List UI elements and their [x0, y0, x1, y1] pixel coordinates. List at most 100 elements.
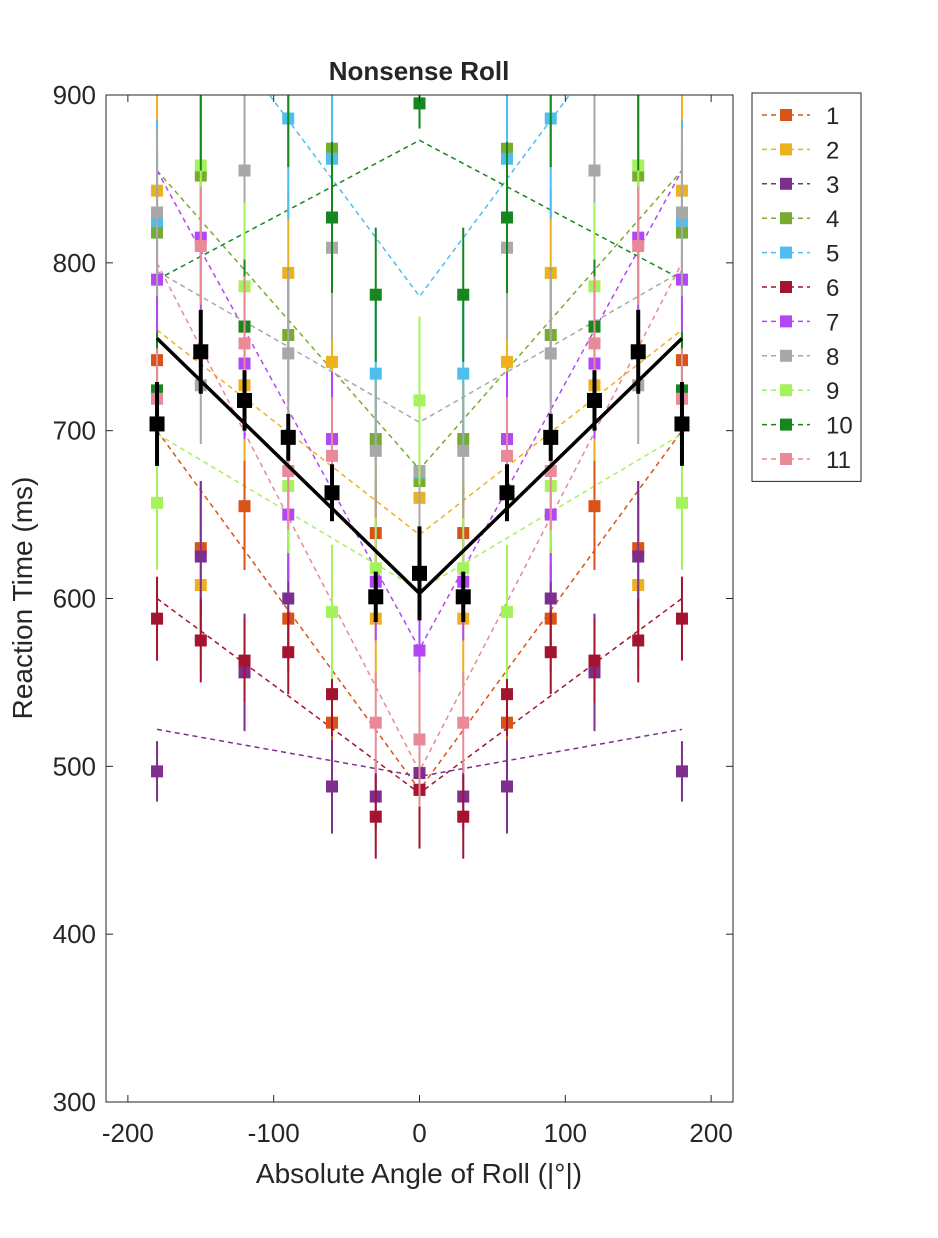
legend-entry-2: 2: [762, 137, 839, 164]
data-point: [675, 765, 688, 778]
data-point: [545, 77, 557, 89]
data-point: [194, 240, 207, 253]
data-point: [151, 765, 164, 778]
mean-data-point: [237, 392, 253, 408]
data-point: [282, 592, 295, 605]
data-point: [588, 654, 601, 667]
data-point: [457, 562, 470, 575]
data-point: [238, 500, 251, 513]
y-tick-label: 400: [53, 919, 96, 949]
legend-entry-1: 1: [762, 103, 839, 130]
data-point: [369, 716, 382, 729]
mean-series: [149, 309, 690, 622]
legend-entry-9: 9: [762, 378, 839, 405]
data-point: [457, 288, 470, 301]
x-tick-label: -100: [248, 1118, 300, 1148]
legend-label: 11: [826, 447, 851, 474]
x-axis-label: Absolute Angle of Roll (|°|): [256, 1158, 582, 1189]
y-axis-label: Reaction Time (ms): [7, 477, 38, 720]
data-point: [675, 612, 688, 625]
y-tick-label: 700: [53, 416, 96, 446]
legend-marker: [780, 143, 792, 156]
data-point: [500, 780, 513, 793]
x-tick-label: 100: [544, 1118, 587, 1148]
data-point: [326, 211, 339, 224]
data-point: [238, 164, 251, 177]
x-tick-label: 200: [689, 1118, 732, 1148]
y-tick-label: 500: [53, 751, 96, 781]
legend-label: 8: [826, 344, 839, 371]
mean-data-point: [280, 429, 296, 445]
plot-area: [149, 22, 690, 859]
axes: -200 -100 0 100 200 300 400 500 600 700 800 900: [53, 80, 734, 1148]
fit-line-series-10: [156, 139, 683, 281]
data-point: [413, 97, 426, 110]
data-point: [544, 347, 557, 360]
legend-entry-7: 7: [762, 309, 839, 336]
data-point: [632, 22, 644, 34]
legend-marker: [780, 109, 792, 121]
legend-entry-5: 5: [762, 241, 839, 268]
data-point: [151, 612, 164, 625]
legend-marker: [780, 281, 792, 293]
data-point: [457, 810, 470, 823]
data-point: [544, 646, 557, 659]
fit-line-series-5: [268, 95, 571, 298]
x-tick-label: -200: [102, 1118, 154, 1148]
x-tick-label: 0: [412, 1118, 426, 1148]
y-tick-label: 300: [53, 1087, 96, 1117]
data-point: [544, 592, 557, 605]
data-point: [282, 77, 294, 89]
data-point: [194, 634, 207, 647]
legend-label: 6: [826, 275, 839, 302]
legend-entry-3: 3: [762, 172, 839, 199]
legend-entry-8: 8: [762, 344, 839, 371]
legend-marker: [780, 384, 792, 397]
data-point: [500, 605, 513, 618]
mean-data-point: [324, 485, 340, 501]
legend-label: 2: [826, 137, 839, 164]
legend-marker: [780, 246, 792, 259]
data-point: [369, 562, 382, 575]
data-point: [632, 81, 644, 93]
data-point: [413, 644, 426, 657]
legend: 1 2 3 4 5 6 7 8 9 10 11: [751, 92, 862, 482]
legend-entry-4: 4: [762, 206, 839, 233]
mean-data-point: [499, 485, 515, 501]
data-point: [588, 164, 601, 177]
data-point: [413, 733, 426, 746]
legend-label: 7: [826, 309, 839, 336]
legend-label: 3: [826, 172, 839, 199]
data-point: [238, 654, 251, 667]
data-point: [238, 337, 251, 350]
data-point: [326, 355, 339, 368]
data-point: [675, 496, 688, 509]
data-point: [588, 39, 600, 51]
mean-data-point: [586, 392, 602, 408]
data-point: [151, 496, 164, 509]
data-point: [195, 81, 207, 93]
data-point: [239, 39, 251, 51]
data-point: [369, 810, 382, 823]
mean-data-point: [193, 344, 209, 360]
chart-title: Nonsense Roll: [329, 56, 510, 86]
data-point: [194, 550, 207, 563]
mean-data-point: [368, 589, 384, 605]
y-tick-label: 600: [53, 584, 96, 614]
legend-label: 5: [826, 241, 839, 268]
data-point: [632, 550, 645, 563]
data-point: [369, 367, 382, 380]
legend-box: [751, 92, 862, 482]
legend-label: 1: [826, 103, 839, 130]
data-point: [500, 449, 513, 462]
data-point: [457, 716, 470, 729]
data-point: [413, 394, 426, 407]
legend-marker: [780, 453, 792, 465]
mean-data-point: [412, 565, 427, 581]
data-point: [326, 688, 339, 701]
legend-entry-11: 11: [762, 447, 851, 474]
legend-marker: [780, 212, 792, 225]
data-point: [282, 646, 295, 659]
data-point: [500, 211, 513, 224]
data-point: [588, 500, 601, 513]
